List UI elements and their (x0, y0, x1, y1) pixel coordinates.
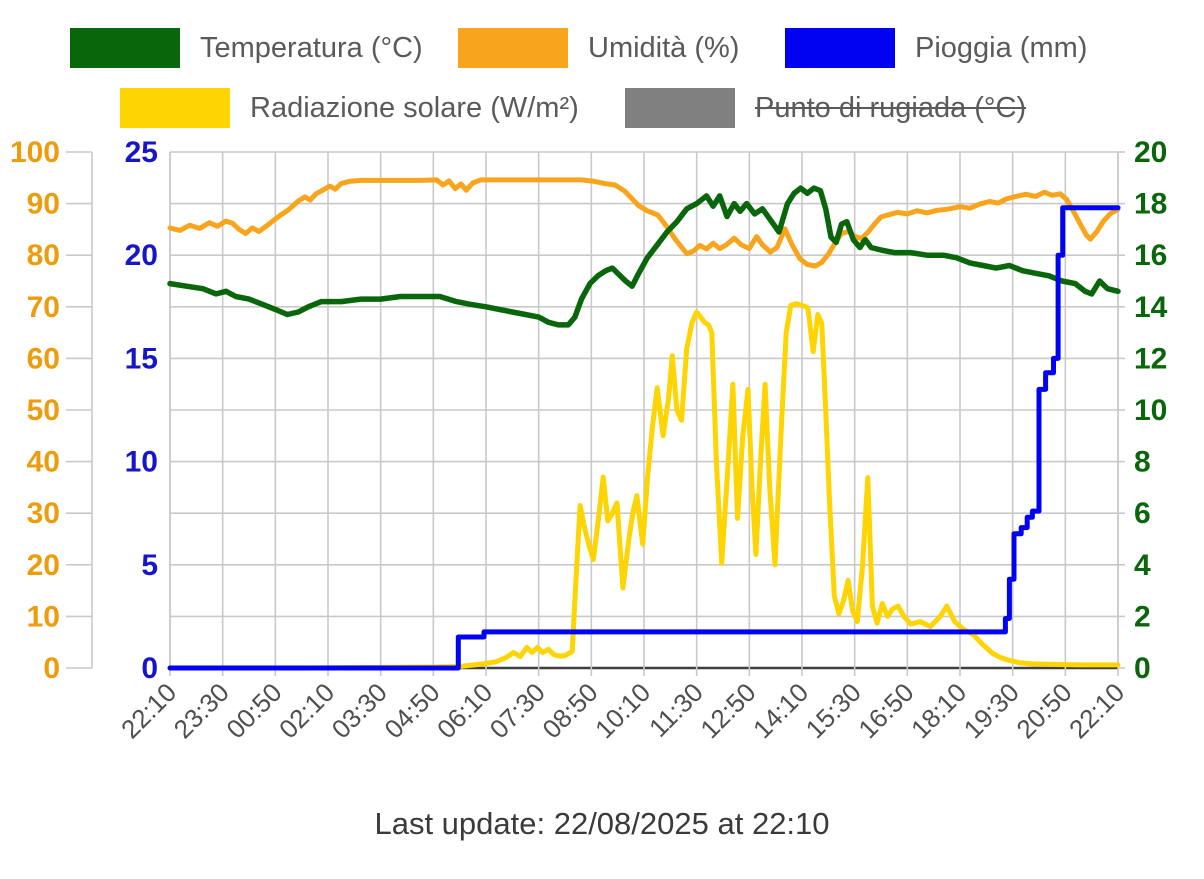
temperatura-swatch-icon (70, 28, 180, 68)
humidity-axis-label: 20 (27, 549, 60, 582)
x-axis-label: 14:10 (747, 677, 814, 744)
humidity-axis-label: 30 (27, 497, 60, 530)
rain-axis-label: 20 (125, 239, 158, 272)
umidit-line (167, 177, 1121, 269)
chart-area: 0 10 20 30 40 50 60 70 80 90 100 0 5 10 15 20 25 0 2 4 6 8 10 1… (0, 135, 1204, 780)
temperature-axis-label: 10 (1134, 394, 1167, 427)
temperature-axis-label: 8 (1134, 446, 1151, 479)
humidity-axis-label: 40 (27, 446, 60, 479)
humidity-axis-label: 60 (27, 342, 60, 375)
legend-label-punto-di-rugiada: Punto di rugiada (°C) (755, 91, 1027, 124)
x-axis-label: 00:50 (220, 677, 287, 744)
pioggia-swatch-icon (785, 28, 895, 68)
umidita-swatch-icon (458, 28, 568, 68)
rain-axis-label: 15 (125, 342, 158, 375)
pioggia-mm-line (167, 205, 1121, 671)
x-axis-label: 11:30 (643, 677, 709, 743)
x-axis-label: 08:50 (536, 677, 603, 744)
legend-item-umidita[interactable]: Umidità (%) (458, 28, 739, 68)
x-axis-label: 07:30 (484, 677, 551, 744)
x-axis-label: 20:50 (1010, 677, 1077, 744)
legend-label-temperatura: Temperatura (°C) (200, 31, 423, 64)
legend-label-umidita: Umidità (%) (588, 31, 740, 64)
humidity-axis-label: 10 (27, 600, 60, 633)
rain-axis-label: 5 (141, 549, 158, 582)
last-update-caption: Last update: 22/08/2025 at 22:10 (374, 806, 830, 841)
temperature-axis-label: 20 (1134, 136, 1167, 169)
x-axis-label: 22:10 (1063, 677, 1130, 744)
temperature-axis-label: 16 (1134, 239, 1167, 272)
temperature-axis-label: 4 (1134, 549, 1151, 582)
humidity-axis-label: 80 (27, 239, 60, 272)
temperature-axis-label: 6 (1134, 497, 1151, 530)
humidity-axis-label: 90 (27, 188, 60, 221)
humidity-axis-label: 70 (27, 291, 60, 324)
legend-label-radiazione: Radiazione solare (W/m²) (250, 91, 579, 124)
legend-item-radiazione[interactable]: Radiazione solare (W/m²) (120, 88, 579, 128)
x-axis-label: 16:50 (852, 677, 919, 744)
legend-item-temperatura[interactable]: Temperatura (°C) (70, 28, 423, 68)
legend-item-punto-di-rugiada[interactable]: Punto di rugiada (°C) (625, 88, 1026, 128)
temperature-axis-label: 12 (1134, 342, 1167, 375)
x-axis-label: 10:10 (589, 677, 656, 744)
x-axis-label: 06:10 (431, 677, 498, 744)
x-axis-label: 23:30 (168, 677, 235, 744)
x-axis-label: 03:30 (326, 677, 393, 744)
temperature-axis-label: 0 (1134, 652, 1151, 685)
radiazione-swatch-icon (120, 88, 230, 128)
x-axis-label: 15:30 (800, 677, 867, 744)
radiazione-solare-w-m-line (167, 301, 1121, 671)
weather-chart: 0 10 20 30 40 50 60 70 80 90 100 0 5 10 15 20 25 0 2 4 6 8 10 1… (10, 136, 1168, 744)
x-axis-label: 19:30 (958, 677, 1025, 744)
x-axis-label: 12:50 (694, 677, 761, 744)
rain-axis-label: 10 (125, 446, 158, 479)
temperatura-c-line (167, 185, 1121, 328)
temperature-axis-label: 14 (1134, 291, 1168, 324)
chart-legend: Temperatura (°C) Umidità (%) Pioggia (mm… (0, 0, 1204, 135)
rain-axis-label: 0 (141, 652, 158, 685)
x-axis-label: 04:50 (378, 677, 445, 744)
temperature-axis-label: 2 (1134, 600, 1151, 633)
temperature-axis-label: 18 (1134, 188, 1167, 221)
rain-axis-label: 25 (125, 136, 158, 169)
legend-item-pioggia[interactable]: Pioggia (mm) (785, 28, 1087, 68)
punto-di-rugiada-swatch-icon (625, 88, 735, 128)
humidity-axis-label: 100 (10, 136, 60, 169)
x-axis-label: 18:10 (905, 677, 972, 744)
x-axis-label: 02:10 (273, 677, 340, 744)
legend-label-pioggia: Pioggia (mm) (915, 31, 1088, 64)
humidity-axis-label: 0 (43, 652, 60, 685)
x-axis-label: 22:10 (115, 677, 182, 744)
humidity-axis-label: 50 (27, 394, 60, 427)
